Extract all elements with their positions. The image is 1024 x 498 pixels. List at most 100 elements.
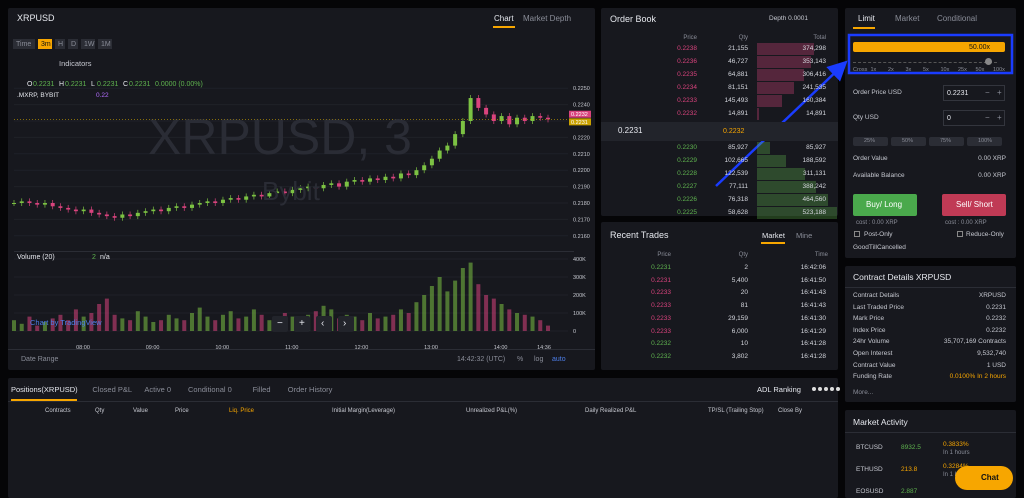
adl-dot	[836, 387, 840, 391]
checkbox-label[interactable]: Post-Only	[864, 231, 893, 238]
candle-body	[73, 209, 78, 212]
buy-button[interactable]	[853, 194, 917, 216]
percent-button[interactable]	[853, 137, 888, 146]
stepper[interactable]: +	[997, 88, 1002, 97]
percent-button[interactable]	[891, 137, 926, 146]
chart-control-glyph[interactable]: +	[299, 318, 305, 329]
order-tab[interactable]: Conditional	[937, 14, 978, 23]
depth-bar	[757, 194, 829, 206]
volume-bar	[290, 316, 295, 331]
detail-label: Index Price	[853, 326, 886, 334]
candle-body	[414, 170, 419, 176]
timeframe-button[interactable]	[55, 39, 65, 49]
chart-control[interactable]	[338, 316, 354, 332]
date-range[interactable]: Date Range	[21, 356, 59, 363]
leverage-mark[interactable]: 10x	[940, 67, 950, 73]
percent-label[interactable]: 50%	[902, 138, 914, 144]
input-value[interactable]: 0.2231	[947, 90, 969, 97]
order-tab[interactable]: Limit	[858, 14, 875, 23]
leverage-mark[interactable]: 25x	[958, 67, 967, 73]
scale-option[interactable]: %	[517, 356, 524, 363]
leverage-mark[interactable]: 5x	[923, 67, 929, 73]
scale-option[interactable]: log	[534, 356, 544, 363]
adl-dot	[824, 387, 828, 391]
positions-tab[interactable]: Active 0	[144, 385, 172, 394]
depth-select[interactable]: Depth 0.0001	[769, 15, 809, 22]
timeframe-label[interactable]: 1W	[84, 41, 95, 48]
positions-tab[interactable]: Order History	[287, 385, 333, 394]
percent-label[interactable]: 25%	[864, 138, 876, 144]
tab[interactable]: Chart	[494, 14, 514, 23]
stepper[interactable]: +	[997, 113, 1002, 122]
book-qty: 145,493	[724, 97, 749, 104]
timeframe-button[interactable]	[68, 39, 78, 49]
checkbox[interactable]	[854, 231, 860, 237]
sell-label[interactable]: Sell/ Short	[956, 200, 993, 209]
timeframe-button[interactable]	[38, 39, 52, 49]
volume-bar	[35, 325, 40, 331]
detail-value: 1 USD	[986, 361, 1006, 369]
positions-tab[interactable]: Conditional 0	[188, 385, 232, 394]
leverage-mark[interactable]: 2x	[888, 67, 894, 73]
leverage-mark[interactable]: 50x	[975, 67, 985, 73]
input-field[interactable]	[943, 85, 1005, 101]
percent-label[interactable]: 75%	[940, 138, 952, 144]
activity-price: 2.887	[901, 488, 918, 495]
chart-control-glyph[interactable]: ›	[343, 318, 347, 329]
positions-tab[interactable]: Positions(XRPUSD)	[11, 385, 78, 394]
time-in-force[interactable]: GoodTillCancelled	[853, 244, 906, 251]
candle-body	[530, 116, 535, 121]
candle-body	[491, 114, 496, 121]
trade-qty: 81	[740, 302, 748, 310]
timeframe-label[interactable]: 3m	[41, 41, 51, 48]
positions-tab[interactable]: Filled	[252, 385, 271, 394]
positions-tab[interactable]: Closed P&L	[92, 385, 132, 394]
tab[interactable]: Market Depth	[523, 14, 572, 23]
percent-button[interactable]	[967, 137, 1002, 146]
indicators-button[interactable]: Indicators	[59, 59, 92, 68]
candle-body	[112, 216, 117, 218]
timeframe-button[interactable]	[98, 39, 112, 49]
buy-label[interactable]: Buy/ Long	[866, 200, 903, 209]
leverage-value: 50.00x	[968, 44, 990, 51]
stepper[interactable]: −	[985, 113, 990, 122]
chart-control[interactable]	[316, 316, 332, 332]
leverage-knob[interactable]	[985, 58, 992, 65]
chat-label[interactable]: Chat	[981, 473, 999, 482]
timeframe-button[interactable]	[13, 39, 35, 49]
candle-body	[476, 98, 481, 108]
leverage-mark[interactable]: Cross	[853, 67, 868, 73]
order-tab[interactable]: Market	[895, 14, 920, 23]
candle-body	[298, 188, 303, 190]
chart-control-glyph[interactable]: −	[277, 318, 283, 329]
timeframe-label[interactable]: D	[71, 41, 77, 48]
input-value[interactable]: 0	[947, 115, 951, 122]
volume-bar	[73, 309, 78, 331]
chat-button[interactable]	[955, 466, 1013, 490]
more-link[interactable]: More...	[853, 389, 874, 396]
tab[interactable]: Mine	[796, 231, 813, 240]
input-field[interactable]	[943, 110, 1005, 126]
timeframe-label[interactable]: Time	[16, 41, 32, 48]
chart-control-glyph[interactable]: ‹	[321, 318, 325, 329]
timeframe-label[interactable]: H	[58, 41, 64, 48]
timeframe-button[interactable]	[81, 39, 95, 49]
leverage-mark[interactable]: 100x	[993, 67, 1005, 73]
leverage-mark[interactable]: 3x	[905, 67, 912, 73]
chart-control[interactable]	[272, 316, 288, 332]
percent-button[interactable]	[929, 137, 964, 146]
activity-symbol: ETHUSD	[856, 466, 883, 473]
timeframe-label[interactable]: 1M	[101, 41, 111, 48]
candle-body	[422, 165, 427, 171]
checkbox-label[interactable]: Reduce-Only	[966, 231, 1004, 238]
checkbox[interactable]	[957, 231, 963, 237]
sell-button[interactable]	[942, 194, 1006, 216]
volume-bar	[159, 320, 164, 331]
leverage-mark[interactable]: 1x	[870, 67, 877, 73]
candle-body	[259, 194, 264, 197]
scale-option[interactable]: auto	[552, 356, 566, 363]
stepper[interactable]: −	[985, 88, 990, 97]
percent-label[interactable]: 100%	[978, 138, 993, 144]
chart-control[interactable]	[294, 316, 310, 332]
tab[interactable]: Market	[762, 231, 785, 240]
